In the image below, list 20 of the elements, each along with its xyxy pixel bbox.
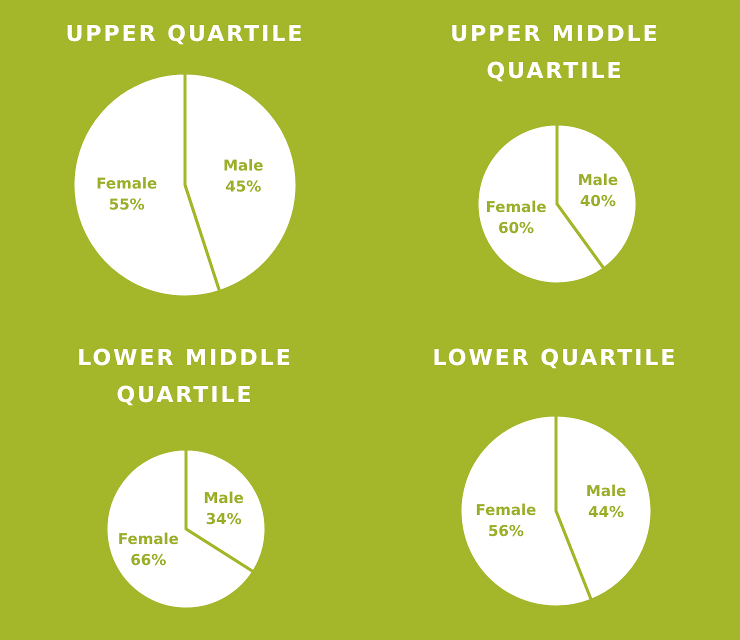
slice-label: Male bbox=[203, 488, 244, 507]
data-label: 60% bbox=[498, 218, 534, 237]
data-label: 55% bbox=[108, 196, 145, 214]
data-label: 34% bbox=[206, 510, 242, 528]
chart-title: LOWER MIDDLE QUARTILE bbox=[76, 345, 294, 410]
chart-title: UPPER MIDDLE QUARTILE bbox=[449, 21, 661, 86]
slice-label: Female bbox=[118, 530, 179, 548]
data-label: 44% bbox=[588, 502, 624, 521]
slice-label: Female bbox=[475, 501, 536, 520]
data-label: 45% bbox=[225, 177, 262, 196]
data-label: 56% bbox=[488, 522, 524, 540]
slice-label: Female bbox=[96, 174, 158, 193]
slice-label: Male bbox=[586, 482, 626, 500]
slice-label: Male bbox=[578, 171, 618, 190]
data-label: 66% bbox=[130, 551, 166, 570]
slice-label: Female bbox=[486, 198, 547, 216]
chart-title: LOWER QUARTILE bbox=[432, 345, 678, 373]
slice-label: Male bbox=[223, 156, 264, 174]
chart-title: UPPER QUARTILE bbox=[64, 21, 306, 49]
data-label: 40% bbox=[580, 192, 616, 210]
